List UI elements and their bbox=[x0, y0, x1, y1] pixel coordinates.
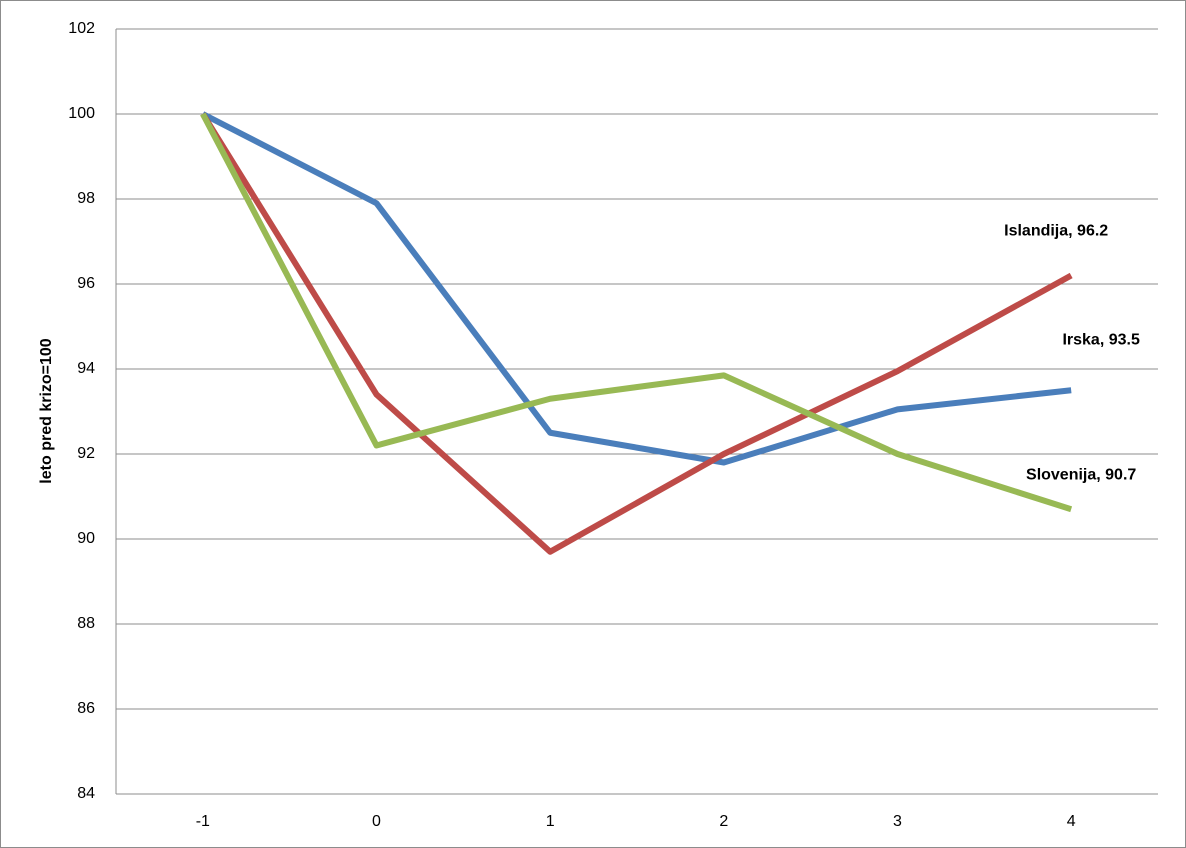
data-label: Islandija, 96.2 bbox=[1004, 223, 1108, 240]
series-line bbox=[200, 112, 1073, 555]
series-line bbox=[201, 111, 1072, 466]
y-tick-label: 98 bbox=[77, 190, 95, 207]
y-tick-label: 84 bbox=[77, 785, 95, 802]
x-tick-label: 3 bbox=[893, 813, 902, 830]
x-tick-label: 1 bbox=[546, 813, 555, 830]
y-tick-label: 92 bbox=[77, 445, 95, 462]
y-tick-label: 94 bbox=[77, 360, 95, 377]
x-tick-label: 4 bbox=[1067, 813, 1076, 830]
data-label: Slovenija, 90.7 bbox=[1026, 466, 1136, 483]
series-line bbox=[200, 112, 1073, 513]
y-tick-label: 88 bbox=[77, 615, 95, 632]
y-tick-label: 102 bbox=[68, 20, 95, 37]
y-axis-label: leto pred krizo=100 bbox=[38, 338, 55, 483]
y-tick-label: 96 bbox=[77, 275, 95, 292]
y-tick-label: 100 bbox=[68, 105, 95, 122]
y-tick-label: 86 bbox=[77, 700, 95, 717]
x-tick-label: 2 bbox=[719, 813, 728, 830]
x-tick-label: -1 bbox=[196, 813, 210, 830]
data-label: Irska, 93.5 bbox=[1062, 331, 1140, 348]
x-tick-label: 0 bbox=[372, 813, 381, 830]
y-tick-label: 90 bbox=[77, 530, 95, 547]
